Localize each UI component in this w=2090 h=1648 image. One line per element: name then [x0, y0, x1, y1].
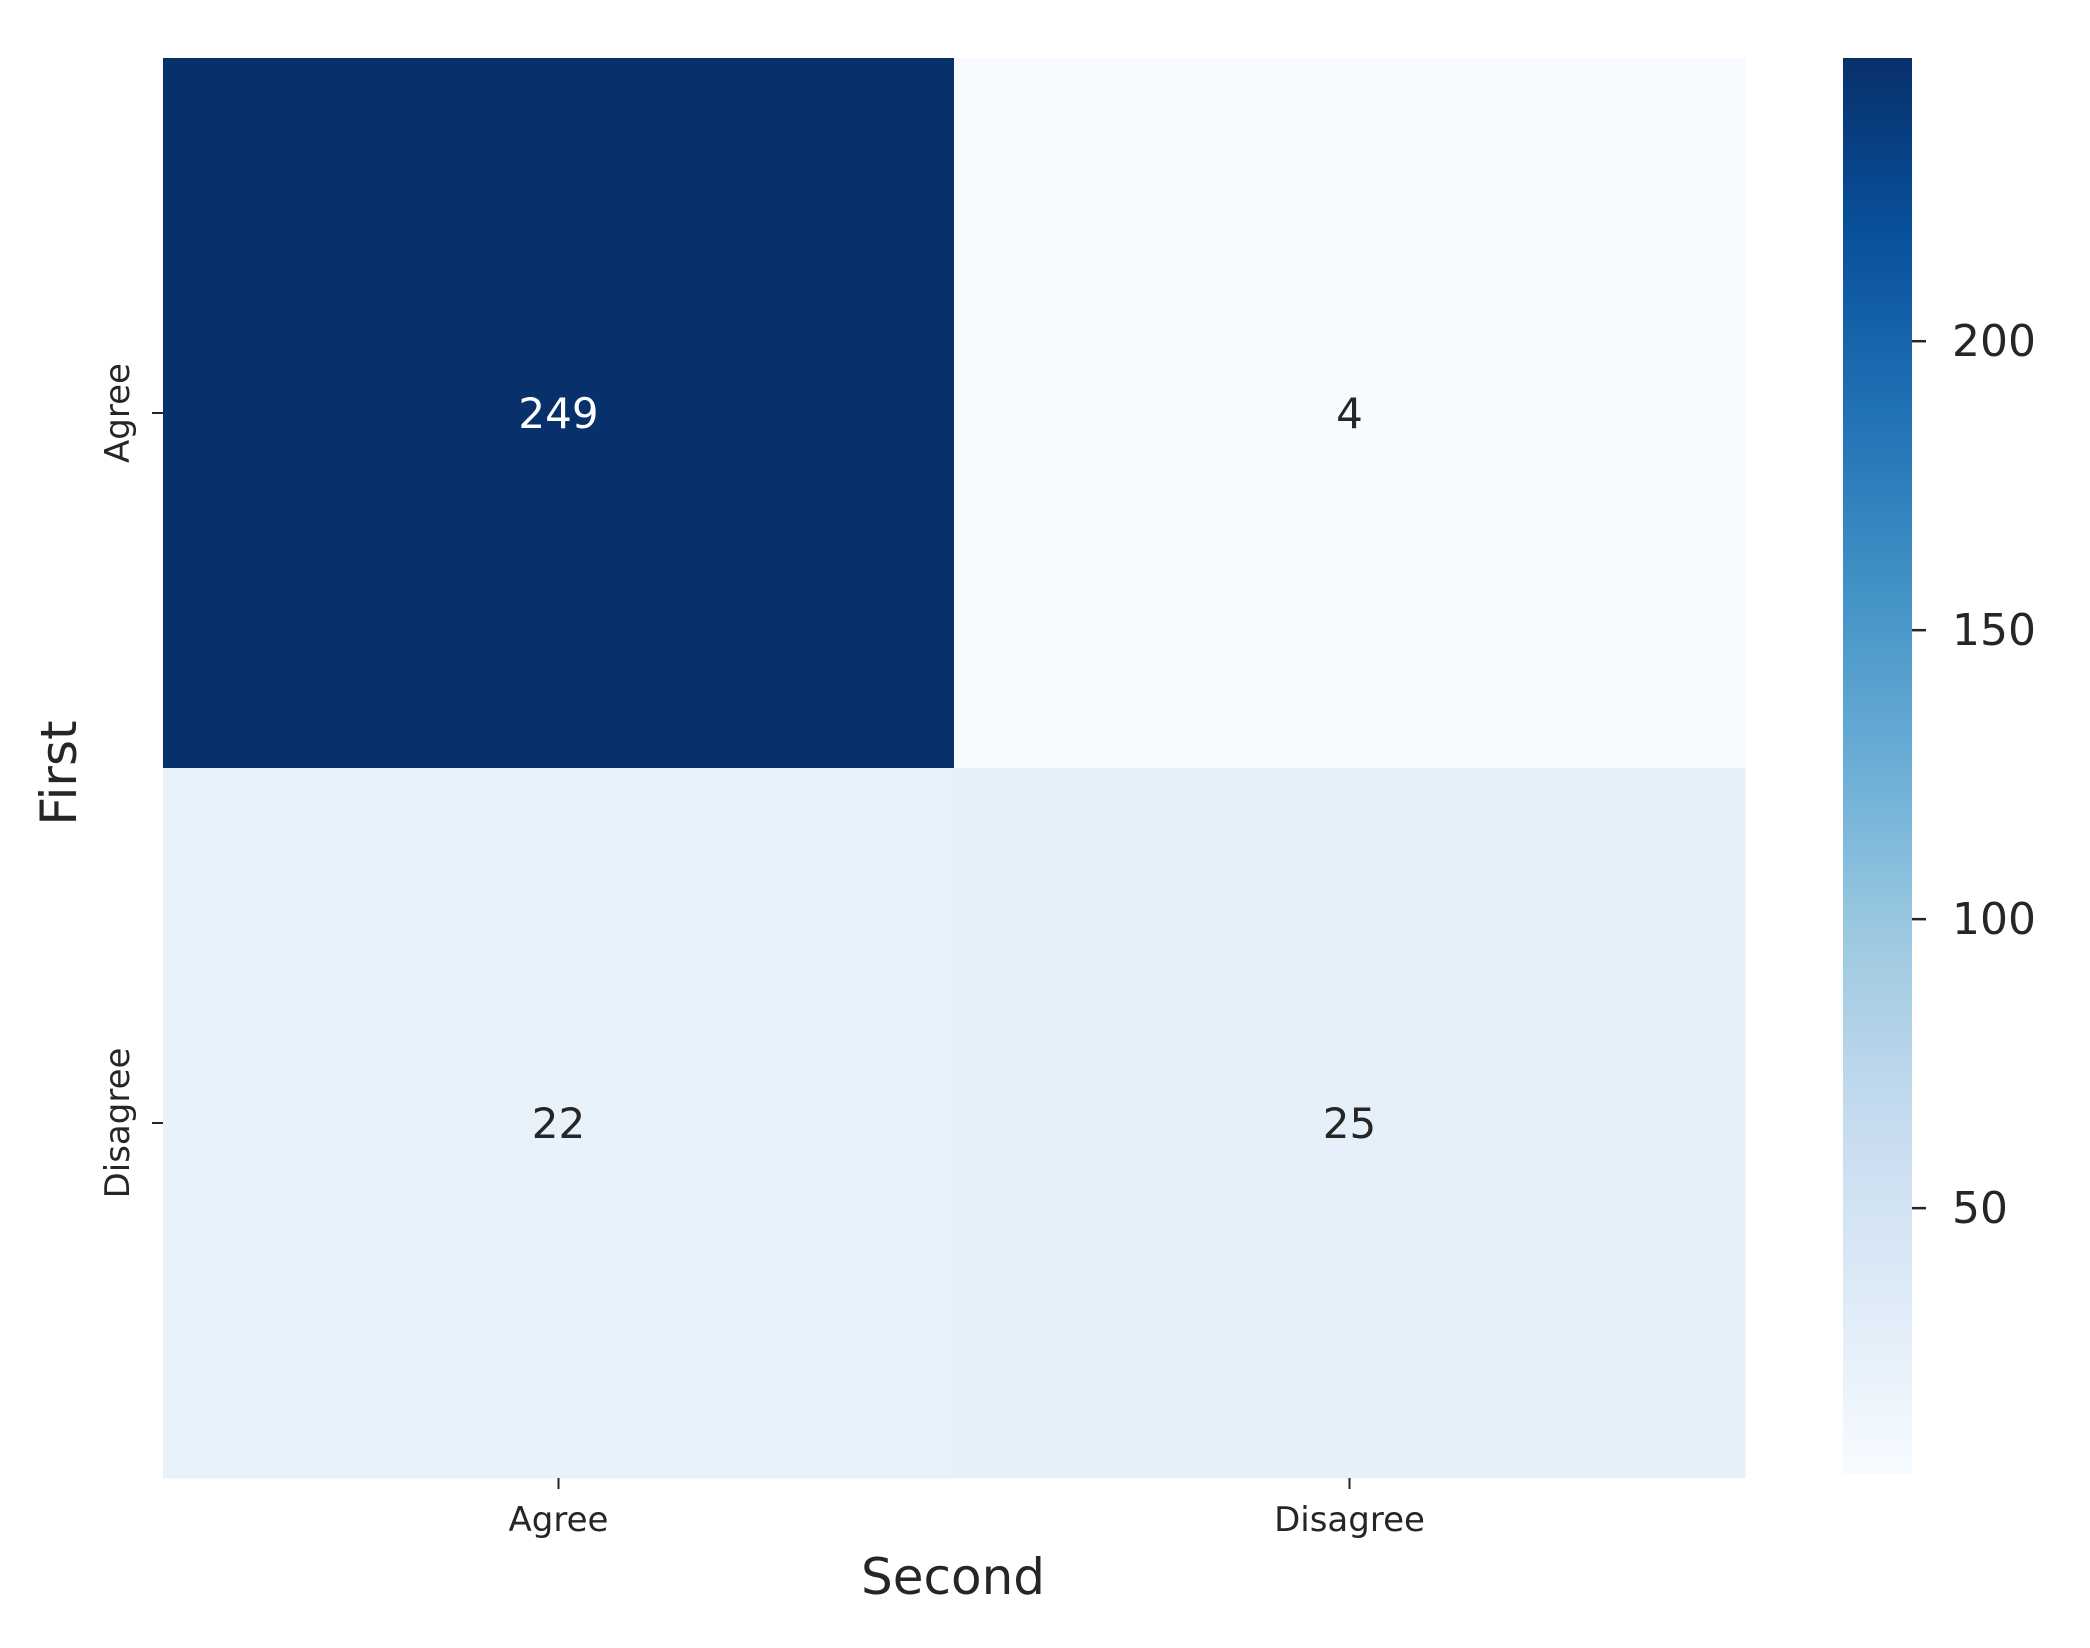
x-tick-label: Disagree — [1274, 1500, 1425, 1540]
x-tick-label: Agree — [509, 1500, 609, 1540]
colorbar-ticks: 50 100 150 200 — [1912, 316, 2036, 1234]
colorbar-tick-label: 200 — [1952, 316, 2036, 367]
y-tick-label: Disagree — [98, 1048, 138, 1199]
cell-annotations: 249 4 22 25 — [518, 389, 1376, 1148]
cell-annotation: 4 — [1336, 389, 1363, 438]
heatmap-cell — [163, 768, 955, 1479]
colorbar-tick-label: 50 — [1952, 1183, 2008, 1234]
heatmap-cell — [954, 58, 1746, 769]
heatmap-cells — [163, 58, 1746, 1479]
cell-annotation: 249 — [518, 389, 598, 438]
y-axis-label: First — [30, 720, 88, 825]
heatmap-cell — [163, 58, 955, 769]
x-axis-ticks: Agree Disagree — [509, 1478, 1425, 1540]
y-tick-label: Agree — [98, 363, 138, 463]
x-axis-label: Second — [861, 1548, 1045, 1606]
heatmap-cell — [954, 768, 1746, 1479]
cell-annotation: 25 — [1323, 1099, 1376, 1148]
colorbar-tick-label: 100 — [1952, 894, 2036, 945]
colorbar-tick-label: 150 — [1952, 605, 2036, 656]
y-axis-ticks: Agree Disagree — [98, 363, 163, 1198]
colorbar — [1843, 58, 1912, 1474]
cell-annotation: 22 — [532, 1099, 585, 1148]
